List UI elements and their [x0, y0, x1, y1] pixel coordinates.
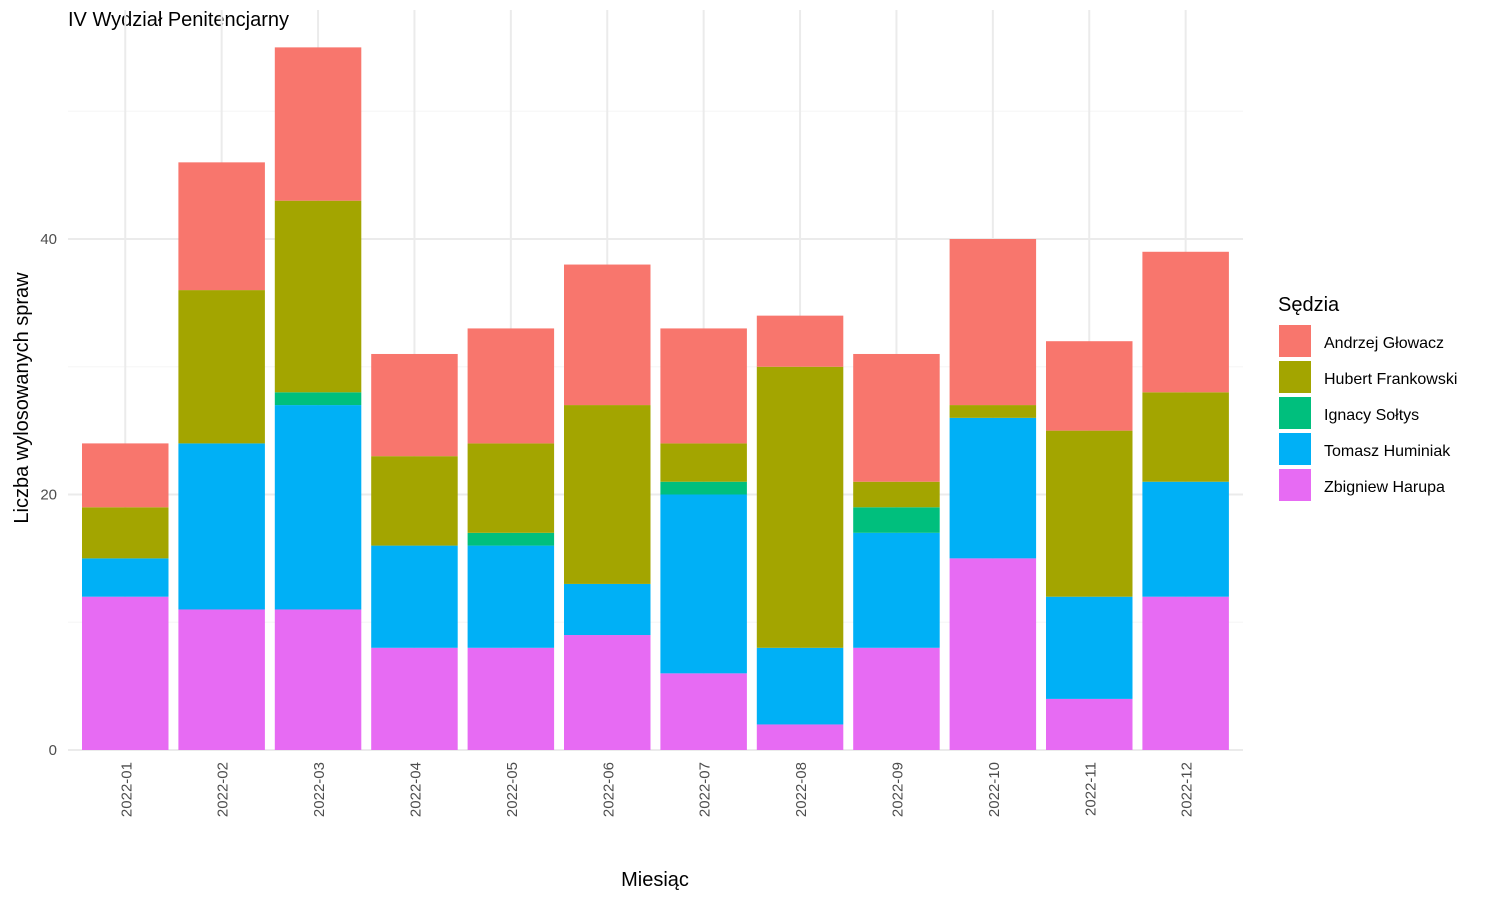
bar-segment: [756, 647, 844, 725]
bar-segment: [1142, 481, 1229, 597]
x-tick-label: 2022-05: [504, 762, 521, 817]
bar-segment: [371, 353, 458, 457]
bar-segment: [949, 405, 1037, 418]
bar-segment: [853, 507, 940, 533]
bar-segment: [564, 583, 651, 636]
x-tick-label: 2022-12: [1179, 762, 1196, 817]
chart-title: IV Wydział Penitencjarny: [68, 9, 289, 31]
bar-segment: [660, 494, 747, 674]
bar-segment: [853, 481, 940, 508]
bar-segment: [1046, 698, 1133, 750]
bar-segment: [82, 443, 169, 508]
bar-segment: [660, 443, 747, 482]
bar-segment: [371, 456, 458, 546]
x-axis-ticks: 2022-01 2022-02 2022-03 2022-04 2022-05 2022-…: [118, 762, 1195, 817]
x-tick-label: 2022-09: [889, 762, 906, 817]
bar-segment: [274, 47, 362, 201]
bar-segment: [82, 596, 169, 750]
bar-segment: [756, 315, 844, 367]
x-tick-label: 2022-11: [1082, 762, 1099, 816]
bar-segment: [1142, 251, 1229, 393]
legend-label: Ignacy Sołtys: [1324, 407, 1419, 424]
bar-segment: [853, 647, 940, 750]
bar-segment: [1046, 341, 1133, 431]
legend-label: Tomasz Huminiak: [1324, 443, 1451, 460]
y-axis-ticks: 0 20 40: [40, 231, 57, 759]
bar-segment: [853, 532, 940, 648]
bar-segment: [274, 405, 362, 610]
bar-segment: [467, 443, 555, 533]
bar-segment: [82, 558, 169, 597]
bar-segment: [274, 609, 362, 750]
bar-segment: [82, 507, 169, 559]
y-tick-label: 40: [40, 231, 57, 248]
bar-segment: [853, 353, 940, 482]
bar-segment: [371, 545, 458, 648]
bar-segment: [467, 532, 555, 546]
bar-segment: [1046, 596, 1133, 699]
x-tick-label: 2022-06: [600, 762, 617, 817]
x-tick-label: 2022-08: [793, 762, 810, 817]
x-tick-label: 2022-02: [215, 762, 232, 817]
legend-key: [1279, 469, 1311, 501]
x-tick-label: 2022-10: [986, 762, 1003, 817]
bar-segment: [1142, 392, 1229, 482]
x-tick-label: 2022-03: [311, 762, 328, 817]
legend-label: Zbigniew Harupa: [1324, 479, 1445, 496]
bar-segment: [178, 290, 265, 444]
bar-segment: [756, 724, 844, 750]
bar-segment: [467, 647, 555, 750]
bar-segment: [660, 481, 747, 495]
bar-segment: [178, 609, 265, 750]
legend-key: [1279, 433, 1311, 465]
bar-segment: [1142, 596, 1229, 750]
legend: Sędzia Andrzej Głowacz Hubert Frankowski I…: [1278, 294, 1457, 501]
x-tick-label: 2022-04: [407, 762, 424, 817]
bar-segment: [274, 392, 362, 406]
legend-key: [1279, 397, 1311, 429]
bar-segment: [1046, 430, 1133, 597]
legend-key: [1279, 325, 1311, 357]
bar-segment: [949, 239, 1037, 406]
bar-segment: [467, 545, 555, 648]
legend-label: Hubert Frankowski: [1324, 371, 1457, 388]
bar-segment: [949, 417, 1037, 559]
bar-segment: [564, 405, 651, 584]
bar-segment: [660, 673, 747, 750]
bar-segment: [756, 366, 844, 648]
y-axis-title: Liczba wylosowanych spraw: [11, 272, 33, 524]
bar-segment: [178, 162, 265, 291]
legend-key: [1279, 361, 1311, 393]
legend-title: Sędzia: [1278, 294, 1340, 316]
bars: [82, 47, 1229, 750]
x-axis-title: Miesiąc: [621, 869, 689, 891]
bar-segment: [371, 647, 458, 750]
y-tick-label: 20: [40, 487, 57, 504]
bar-segment: [467, 328, 555, 444]
legend-label: Andrzej Głowacz: [1324, 335, 1444, 352]
bar-segment: [274, 200, 362, 393]
bar-segment: [564, 635, 651, 750]
bar-segment: [949, 558, 1037, 750]
bar-segment: [178, 443, 265, 610]
x-tick-label: 2022-01: [118, 762, 135, 817]
x-tick-label: 2022-07: [697, 762, 714, 817]
bar-segment: [660, 328, 747, 444]
y-tick-label: 0: [49, 742, 57, 759]
bar-segment: [564, 264, 651, 406]
